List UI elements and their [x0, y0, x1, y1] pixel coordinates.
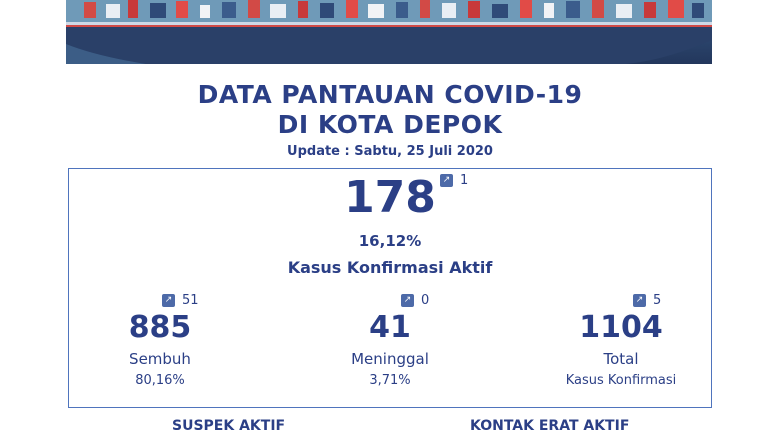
active-change-value: 1 — [460, 173, 469, 188]
banner-illustration — [66, 0, 712, 64]
suspect-active-heading: SUSPEK AKTIF — [172, 418, 286, 434]
arrow-up-right-icon: ↗ — [401, 294, 414, 307]
total-change-badge: ↗ 5 — [633, 293, 661, 308]
active-cases-value: 178 — [344, 172, 436, 223]
stats-panel — [68, 168, 712, 408]
total-change-value: 5 — [653, 293, 662, 308]
deaths-percent: 3,71% — [369, 373, 411, 388]
recovered-change-value: 51 — [182, 293, 199, 308]
arrow-up-right-icon: ↗ — [162, 294, 175, 307]
update-date: Update : Sabtu, 25 Juli 2020 — [287, 144, 493, 159]
deaths-change-badge: ↗ 0 — [401, 293, 429, 308]
recovered-change-badge: ↗ 51 — [162, 293, 199, 308]
deaths-change-value: 0 — [421, 293, 430, 308]
recovered-value: 885 — [128, 310, 192, 345]
total-sublabel: Kasus Konfirmasi — [565, 373, 677, 388]
active-change-badge: ↗ 1 — [440, 173, 468, 188]
page-title-line1: DATA PANTAUAN COVID-19 — [197, 80, 583, 109]
active-percent: 16,12% — [358, 232, 422, 250]
recovered-label: Sembuh — [129, 350, 191, 368]
arrow-up-right-icon: ↗ — [440, 174, 453, 187]
arrow-up-right-icon: ↗ — [633, 294, 646, 307]
page-title-line2: DI KOTA DEPOK — [277, 110, 503, 139]
deaths-value: 41 — [369, 310, 411, 345]
recovered-percent: 80,16% — [135, 373, 185, 388]
total-value: 1104 — [579, 310, 663, 345]
deaths-label: Meninggal — [351, 350, 429, 368]
close-contact-active-heading: KONTAK ERAT AKTIF — [470, 418, 630, 434]
total-label: Total — [603, 350, 639, 368]
active-label: Kasus Konfirmasi Aktif — [287, 258, 493, 277]
